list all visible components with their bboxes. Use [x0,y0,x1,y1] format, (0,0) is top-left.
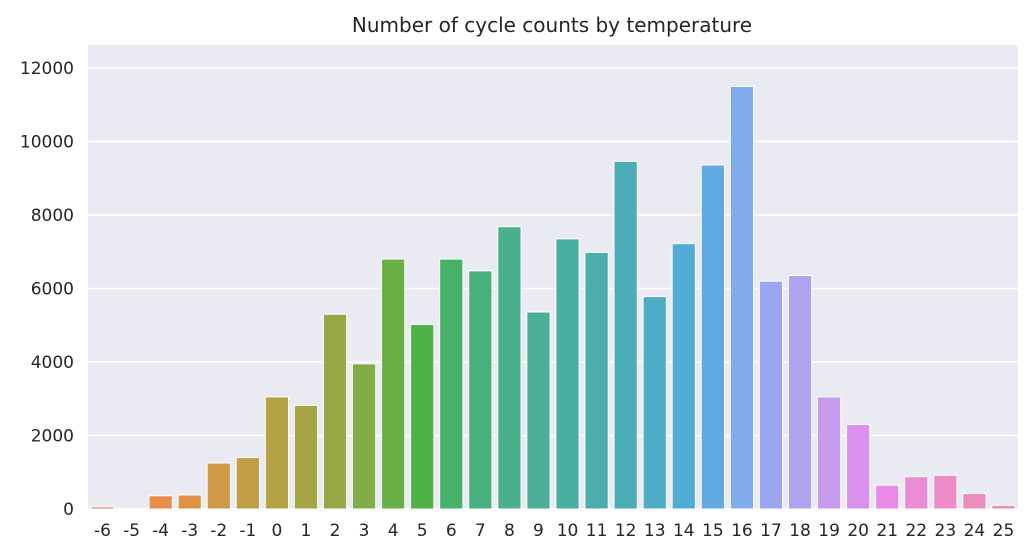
bar-1 [293,404,319,510]
bar-16 [729,85,755,510]
x-tick-label: 7 [475,521,486,541]
x-tick-label: 12 [615,521,637,541]
bar-14 [671,243,696,510]
bar--6 [90,506,115,510]
x-tick-label: -3 [181,521,198,541]
chart-title: Number of cycle counts by temperature [352,13,752,37]
x-tick-label: -4 [152,521,169,541]
x-tick-label: 18 [789,521,811,541]
x-tick-label: 5 [417,521,428,541]
bar--2 [206,462,231,510]
bar-8 [497,226,522,510]
bar-6 [439,258,464,510]
x-tick-label: 24 [964,521,986,541]
bar-22 [904,476,929,510]
x-tick-label: 11 [586,521,608,541]
x-tick-label: 20 [847,521,869,541]
bar-2 [322,313,348,510]
x-tick-labels: -6 -5 -4 -3 -2 -1 0 1 2 3 4 5 6 7 8 9 10 11 12 13 14 15 16 17 18… [94,521,1014,541]
x-tick-label: 6 [446,521,457,541]
x-tick-label: -2 [210,521,227,541]
bar-18 [787,275,813,510]
bar--3 [177,494,202,510]
y-tick-label: 2000 [31,427,74,447]
x-tick-label: 1 [301,521,312,541]
x-tick-label: 9 [533,521,544,541]
x-tick-label: -5 [123,521,140,541]
bar-23 [933,474,958,510]
bar-0 [264,396,290,510]
x-tick-label: 3 [359,521,370,541]
bar-3 [351,363,377,510]
x-tick-label: 14 [673,521,695,541]
x-tick-label: 23 [935,521,957,541]
x-tick-label: 21 [876,521,898,541]
bar-13 [642,296,667,510]
bar--1 [235,457,260,510]
y-tick-label: 12000 [20,59,74,79]
x-tick-label: 16 [731,521,753,541]
x-tick-label: 4 [388,521,399,541]
y-tick-label: 10000 [20,133,74,153]
x-tick-label: 17 [760,521,782,541]
x-tick-label: 0 [271,521,282,541]
x-tick-label: 8 [504,521,515,541]
bar-11 [584,251,609,510]
x-tick-label: 19 [818,521,840,541]
gridlines [88,67,1018,510]
y-tick-label: 0 [63,500,74,520]
bar-5 [410,324,435,510]
bar-15 [700,164,725,510]
x-tick-label: -1 [239,521,256,541]
y-tick-label: 4000 [31,353,74,373]
plot-background [88,45,1018,509]
bar-21 [875,484,900,510]
bar-10 [555,238,580,510]
x-tick-label: 22 [905,521,927,541]
bar--4 [148,495,173,510]
bar-19 [816,396,842,510]
bar-7 [468,270,493,510]
y-tick-label: 6000 [31,280,74,300]
x-tick-label: 15 [702,521,724,541]
bar-20 [846,423,871,510]
x-tick-label: 10 [557,521,579,541]
bar-9 [526,311,551,510]
x-tick-label: 13 [644,521,666,541]
y-tick-label: 8000 [31,206,74,226]
bar-24 [962,493,987,510]
bar-12 [613,160,638,510]
bar-17 [758,280,784,510]
x-tick-label: 25 [993,521,1015,541]
x-tick-label: 2 [330,521,341,541]
bars [90,85,1016,510]
bar-4 [381,258,406,510]
x-tick-label: -6 [94,521,111,541]
bar-25 [991,504,1016,510]
y-tick-labels: 0 2000 4000 6000 8000 10000 12000 [20,59,74,520]
